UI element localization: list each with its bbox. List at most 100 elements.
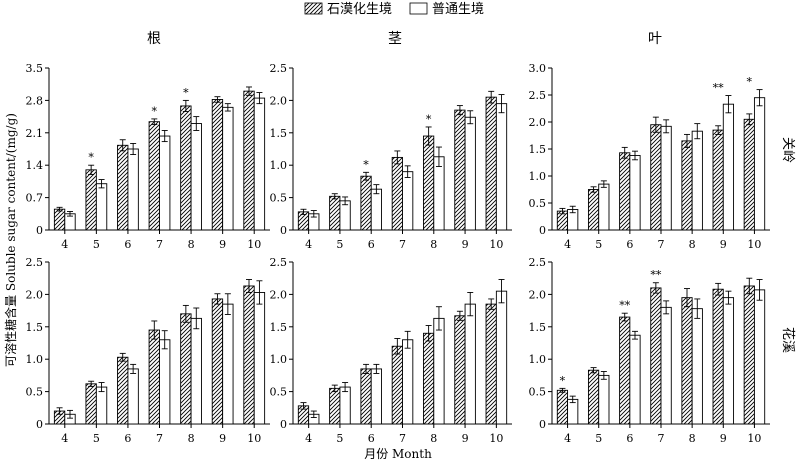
panel: 0 0.5 1.0 1.5 2.0 2.5 4 5 6 7 8 9 10 [270, 256, 512, 445]
bar-karst [85, 383, 97, 425]
x-tick-label: 6 [626, 432, 633, 445]
significance-marker: * [747, 76, 753, 89]
bar-normal [127, 368, 139, 425]
bar-normal [253, 97, 266, 231]
y-tick-label: 0 [539, 418, 546, 431]
x-tick-label: 5 [93, 432, 100, 445]
bar-normal [598, 374, 610, 425]
y-tick-label: 0 [280, 418, 287, 431]
x-tick-label: 9 [462, 238, 469, 251]
x-tick-label: 9 [720, 432, 727, 445]
bar-karst [117, 144, 129, 231]
bar-normal [433, 317, 445, 425]
x-tick-label: 4 [61, 432, 68, 445]
x-tick-label: 10 [747, 432, 761, 445]
x-tick-label: 7 [399, 432, 406, 445]
y-tick-label: 2.0 [26, 288, 44, 301]
bar-karst [243, 285, 255, 425]
y-tick-label: 1.0 [270, 353, 288, 366]
bar-karst [485, 96, 497, 231]
legend: 石漠化生境 普通生境 [304, 2, 484, 17]
y-tick-label: 2.8 [26, 94, 44, 107]
bar-karst [329, 195, 341, 231]
bar-karst [180, 313, 192, 425]
bar-normal [464, 116, 476, 231]
x-tick-label: 5 [336, 432, 343, 445]
bar-karst [423, 332, 435, 425]
y-tick-label: 2.5 [270, 62, 288, 75]
legend-swatch-plain [409, 2, 428, 15]
bar-karst [650, 287, 662, 425]
y-tick-label: 1.0 [529, 170, 547, 183]
bar-karst [391, 345, 403, 425]
y-tick-label: 0.5 [270, 192, 288, 205]
bar-normal [253, 292, 266, 425]
bar-karst [360, 175, 372, 231]
bar-normal [691, 308, 703, 425]
bar-karst [329, 387, 341, 425]
bar-karst [117, 356, 129, 425]
x-tick-label: 6 [124, 238, 131, 251]
x-tick-label: 4 [305, 432, 312, 445]
bar-normal [127, 148, 139, 231]
x-tick-label: 10 [247, 238, 261, 251]
x-tick-label: 5 [93, 238, 100, 251]
bar-normal [660, 125, 672, 231]
y-tick-label: 0.5 [270, 386, 288, 399]
bar-normal [629, 334, 641, 425]
x-tick-label: 6 [368, 238, 375, 251]
bar-karst [180, 105, 192, 231]
x-tick-label: 7 [658, 238, 665, 251]
y-tick-label: 0 [36, 418, 43, 431]
bar-karst [712, 129, 724, 231]
bar-karst [53, 208, 66, 231]
x-tick-label: 8 [689, 238, 696, 251]
bar-normal [159, 339, 171, 425]
bar-normal [753, 289, 766, 425]
x-tick-label: 9 [219, 238, 226, 251]
bar-normal [464, 303, 476, 425]
y-tick-label: 2.0 [270, 288, 288, 301]
bar-normal [567, 398, 579, 425]
bar-normal [370, 188, 382, 231]
bar-karst [650, 124, 662, 231]
x-tick-label: 4 [564, 432, 571, 445]
bar-karst [587, 189, 600, 231]
y-tick-label: 1.5 [270, 321, 288, 334]
bar-karst [619, 152, 631, 231]
bar-karst [148, 329, 160, 425]
x-tick-label: 7 [156, 238, 163, 251]
x-tick-label: 8 [430, 238, 437, 251]
bar-karst [211, 298, 224, 425]
y-tick-label: 1.5 [529, 143, 547, 156]
y-tick-label: 2.1 [26, 127, 44, 140]
x-tick-label: 6 [124, 432, 131, 445]
y-tick-label: 2.5 [529, 89, 547, 102]
row-label-guanling: 关岭 [780, 137, 795, 163]
x-tick-label: 8 [689, 432, 696, 445]
x-tick-label: 4 [305, 238, 312, 251]
y-tick-label: 3.5 [26, 62, 44, 75]
bar-karst [148, 121, 160, 231]
y-tick-label: 1.0 [270, 159, 288, 172]
y-tick-label: 2.0 [270, 94, 288, 107]
bar-normal [190, 317, 202, 425]
y-tick-label: 1.4 [26, 159, 44, 172]
significance-marker: * [88, 151, 94, 164]
bar-karst [243, 90, 255, 231]
significance-marker: ** [619, 299, 631, 312]
panel: 0 0.5 1.0 1.5 2.0 2.5 4 5 6 * 7 8 * 9 10 [270, 62, 512, 251]
bar-karst [681, 140, 693, 231]
x-tick-label: 10 [489, 238, 503, 251]
bar-karst [211, 99, 224, 231]
x-axis-title: 月份 Month [364, 447, 432, 461]
bar-karst [391, 156, 403, 231]
y-tick-label: 1.5 [270, 127, 288, 140]
legend-label-hatched: 石漠化生境 [327, 2, 392, 17]
bar-karst [743, 285, 755, 425]
significance-marker: * [560, 374, 566, 387]
bar-karst [454, 109, 466, 231]
bar-normal [722, 297, 735, 425]
y-tick-label: 0.5 [26, 386, 44, 399]
